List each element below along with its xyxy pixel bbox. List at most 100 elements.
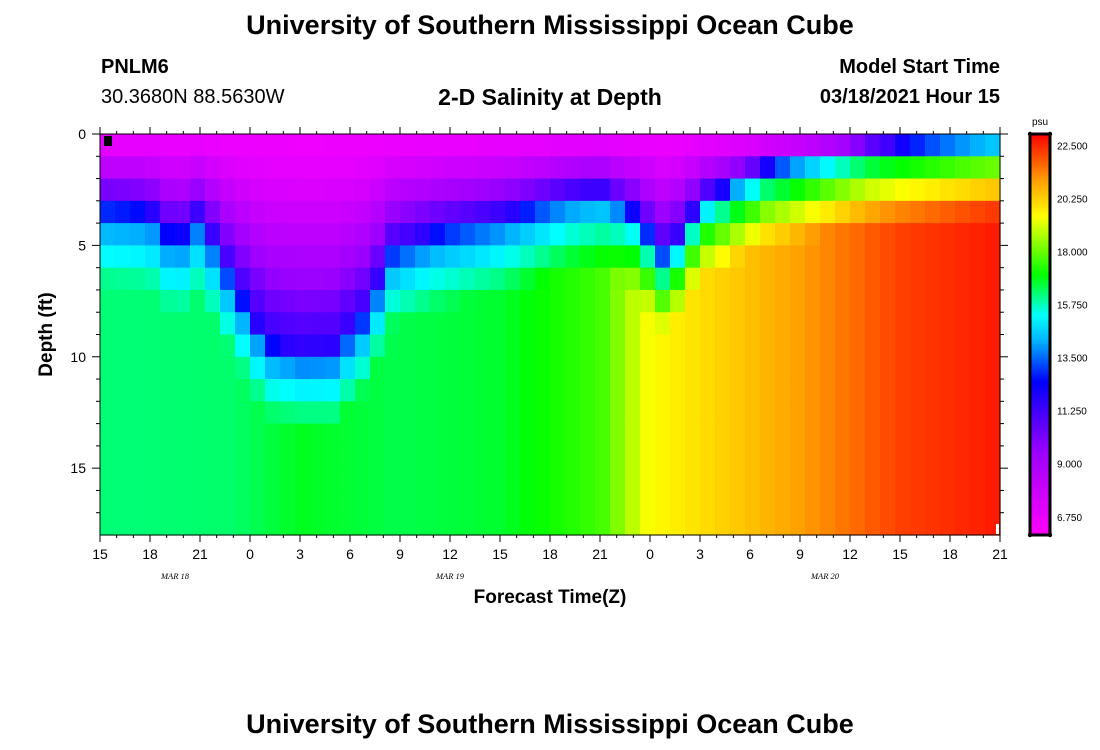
heatmap-cell: [790, 468, 806, 492]
heatmap-cell: [745, 156, 761, 180]
heatmap-cell: [715, 423, 731, 447]
heatmap-cell: [430, 267, 446, 291]
colorbar-band: [1030, 303, 1050, 307]
heatmap-cell: [595, 267, 611, 291]
heatmap-cell: [985, 245, 1001, 269]
heatmap-cell: [355, 200, 371, 224]
heatmap-cell: [610, 178, 626, 202]
heatmap-cell: [415, 490, 431, 514]
heatmap-cell: [625, 156, 641, 180]
heatmap-cell: [955, 356, 971, 380]
x-tick-label: 18: [542, 546, 558, 562]
heatmap-cell: [400, 445, 416, 469]
heatmap-cell: [475, 178, 491, 202]
heatmap-cell: [190, 289, 206, 313]
heatmap-cell: [430, 334, 446, 358]
colorbar-band: [1030, 417, 1050, 421]
heatmap-cell: [580, 356, 596, 380]
marker-start: [104, 136, 112, 146]
heatmap-cell: [835, 356, 851, 380]
heatmap-cell: [610, 289, 626, 313]
heatmap-cell: [190, 356, 206, 380]
heatmap-cell: [580, 490, 596, 514]
heatmap-cell: [865, 200, 881, 224]
heatmap-cell: [685, 379, 701, 402]
x-tick-label: 9: [396, 546, 404, 562]
heatmap-cell: [355, 334, 371, 358]
date-label: MAR 19: [435, 571, 465, 581]
heatmap-cell: [835, 134, 851, 157]
heatmap-cell: [100, 289, 116, 313]
heatmap-cell: [565, 512, 581, 536]
heatmap-cell: [115, 223, 131, 246]
heatmap-cell: [520, 379, 536, 402]
heatmap-cell: [145, 512, 161, 536]
heatmap-cell: [850, 512, 866, 536]
heatmap-cell: [865, 445, 881, 469]
colorbar-tick-label: 9.000: [1057, 460, 1082, 471]
heatmap-cell: [985, 445, 1001, 469]
heatmap-cell: [760, 223, 776, 246]
footer-title: University of Southern Mississippi Ocean…: [246, 709, 854, 739]
heatmap-cell: [850, 245, 866, 269]
heatmap-cell: [715, 245, 731, 269]
heatmap-cell: [760, 379, 776, 402]
heatmap-cell: [595, 245, 611, 269]
heatmap-cell: [775, 200, 791, 224]
heatmap-cell: [475, 200, 491, 224]
heatmap-cell: [265, 512, 281, 536]
heatmap-cell: [205, 223, 221, 246]
heatmap-cell: [655, 512, 671, 536]
colorbar-band: [1030, 471, 1050, 475]
heatmap-cell: [295, 490, 311, 514]
heatmap-cell: [280, 134, 296, 157]
heatmap-cell: [835, 334, 851, 358]
heatmap-cell: [220, 334, 236, 358]
heatmap-cell: [250, 178, 266, 202]
colorbar-band: [1030, 209, 1050, 213]
heatmap-cell: [475, 223, 491, 246]
heatmap-cell: [265, 245, 281, 269]
heatmap-cell: [280, 379, 296, 402]
heatmap-cell: [520, 423, 536, 447]
heatmap-cell: [535, 490, 551, 514]
heatmap-cell: [730, 134, 746, 157]
heatmap-cell: [130, 423, 146, 447]
colorbar-band: [1030, 452, 1050, 456]
heatmap-cell: [610, 379, 626, 402]
heatmap-cell: [835, 445, 851, 469]
heatmap-cell: [190, 245, 206, 269]
heatmap-cell: [745, 200, 761, 224]
heatmap-cell: [385, 178, 401, 202]
heatmap-cell: [985, 178, 1001, 202]
heatmap-cell: [550, 512, 566, 536]
heatmap-cell: [760, 200, 776, 224]
colorbar-band: [1030, 485, 1050, 489]
heatmap-cell: [505, 312, 521, 336]
heatmap-cell: [415, 245, 431, 269]
heatmap-cell: [355, 223, 371, 246]
heatmap-cell: [940, 200, 956, 224]
heatmap-cell: [775, 512, 791, 536]
heatmap-cell: [715, 379, 731, 402]
heatmap-cell: [895, 245, 911, 269]
heatmap-cell: [460, 245, 476, 269]
heatmap-cell: [580, 134, 596, 157]
heatmap-cell: [685, 245, 701, 269]
heatmap-cell: [295, 223, 311, 246]
heatmap-cell: [790, 156, 806, 180]
heatmap-cell: [910, 200, 926, 224]
heatmap-cell: [175, 223, 191, 246]
heatmap-cell: [190, 223, 206, 246]
heatmap-cell: [520, 490, 536, 514]
heatmap-cell: [400, 267, 416, 291]
heatmap-cell: [670, 289, 686, 313]
colorbar-band: [1030, 273, 1050, 277]
heatmap-cell: [145, 178, 161, 202]
heatmap-cell: [565, 156, 581, 180]
heatmap-cell: [145, 490, 161, 514]
heatmap-cell: [160, 423, 176, 447]
heatmap-cell: [160, 512, 176, 536]
heatmap-cell: [175, 134, 191, 157]
heatmap-cell: [820, 445, 836, 469]
